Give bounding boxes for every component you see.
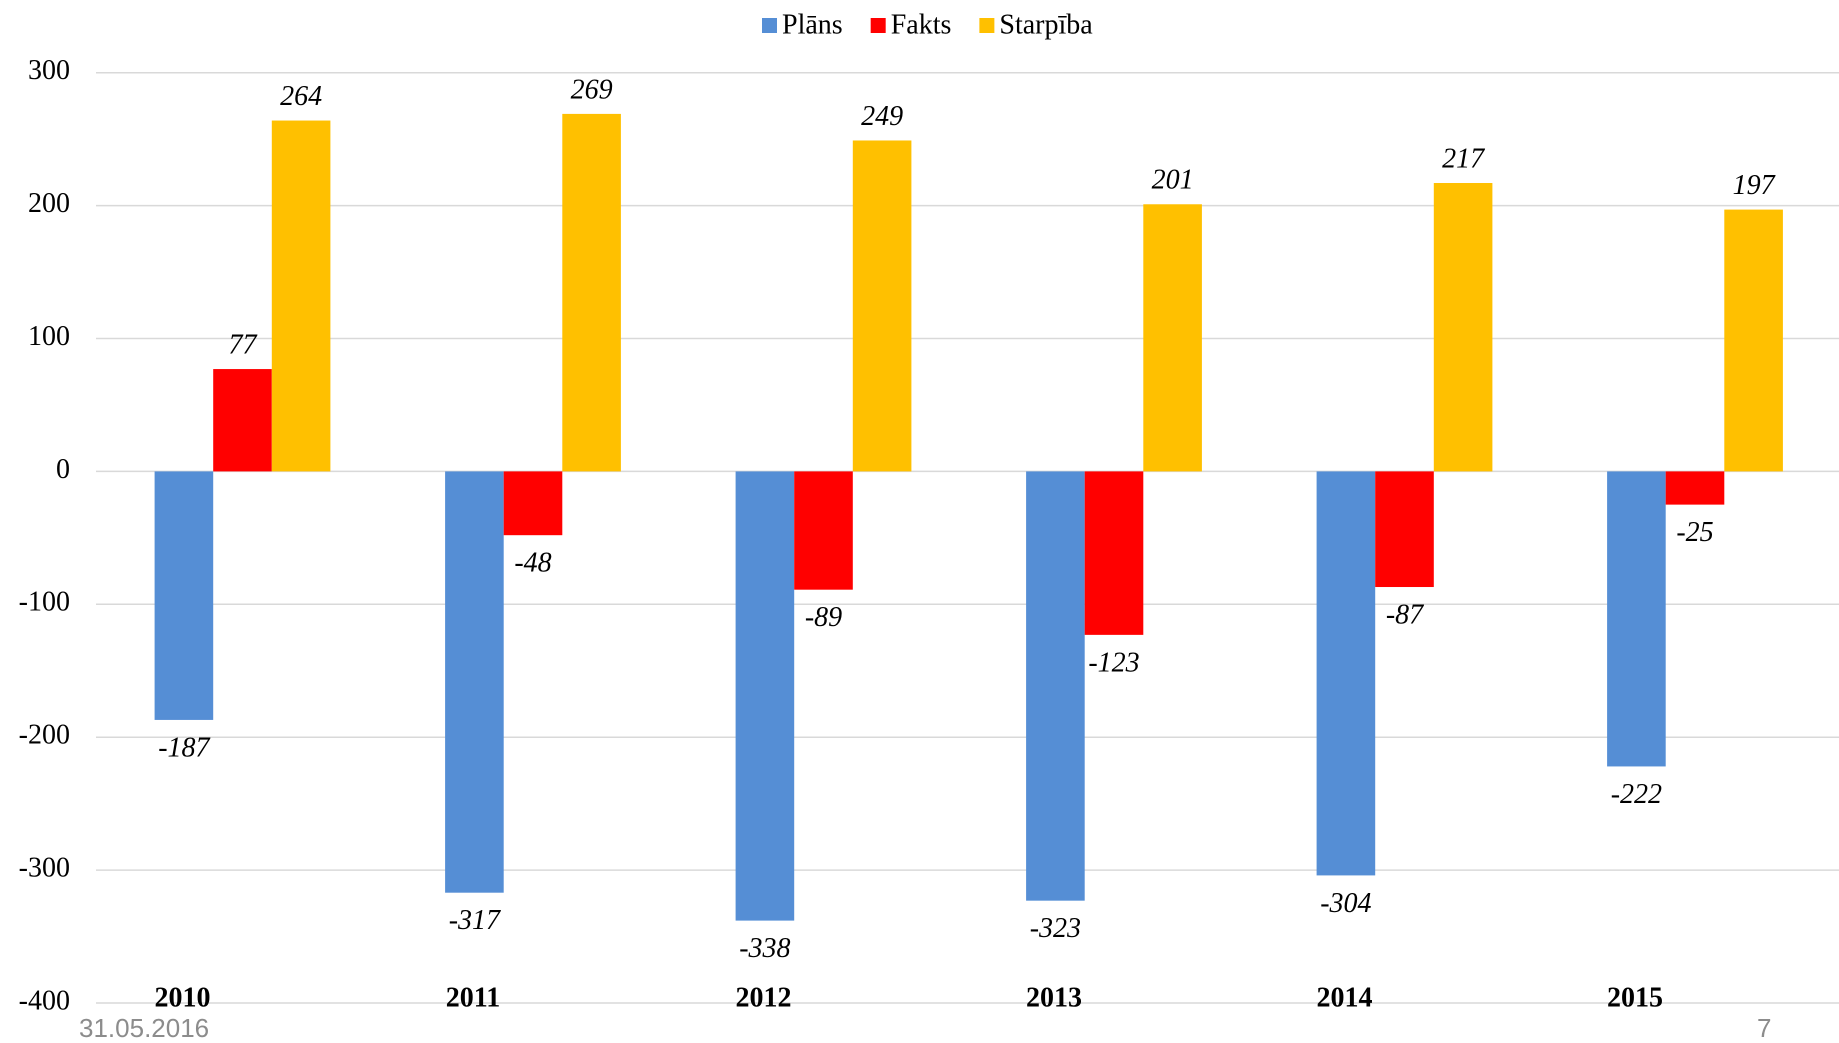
x-tick-label: 2011	[446, 982, 500, 1013]
bar	[1724, 209, 1783, 472]
value-label: 77	[229, 329, 258, 360]
bar	[852, 140, 912, 472]
x-tick-label: 2015	[1607, 982, 1663, 1013]
value-label: -317	[449, 905, 501, 936]
value-label: -25	[1676, 517, 1713, 548]
legend-label: Starpība	[999, 9, 1093, 40]
bar	[503, 471, 563, 536]
y-tick-label: 300	[28, 55, 70, 86]
value-label: -89	[805, 602, 842, 633]
footer-date: 31.05.2016	[79, 1013, 209, 1043]
bar	[1375, 471, 1434, 588]
value-label: 197	[1733, 170, 1776, 201]
value-label: 217	[1442, 143, 1485, 174]
value-label: -304	[1320, 888, 1371, 919]
value-label: 264	[280, 81, 322, 112]
bar	[794, 471, 853, 590]
bar	[154, 471, 214, 720]
x-tick-label: 2014	[1317, 982, 1373, 1013]
y-tick-label: 0	[56, 454, 70, 485]
bar	[1316, 471, 1376, 876]
value-label: -222	[1611, 779, 1662, 810]
y-tick-label: -100	[19, 587, 70, 618]
value-label: 201	[1152, 165, 1194, 196]
bar	[445, 471, 504, 893]
footer-page: 7	[1757, 1013, 1771, 1043]
value-label: -48	[514, 548, 551, 579]
y-tick-label: -300	[19, 853, 70, 884]
y-tick-label: 200	[28, 188, 70, 219]
bar	[271, 120, 331, 472]
bar	[1084, 471, 1144, 635]
legend-swatch	[762, 18, 777, 33]
bar	[735, 471, 795, 921]
bar	[1607, 471, 1666, 767]
value-label: -338	[739, 933, 790, 964]
y-tick-label: -200	[19, 720, 70, 751]
legend-label: Fakts	[891, 9, 952, 40]
x-tick-label: 2013	[1026, 982, 1082, 1013]
legend-swatch	[979, 18, 995, 33]
legend-swatch	[870, 18, 886, 33]
legend-label: Plāns	[782, 9, 843, 40]
value-label: -123	[1088, 647, 1139, 678]
bar	[562, 113, 621, 472]
value-label: -323	[1030, 913, 1081, 944]
value-label: 269	[571, 74, 613, 105]
x-tick-label: 2010	[155, 982, 211, 1013]
bar	[1433, 183, 1493, 472]
bar	[213, 369, 272, 472]
value-label: -87	[1386, 599, 1424, 630]
bar	[1143, 204, 1202, 472]
bar	[1665, 471, 1725, 505]
value-label: 249	[861, 101, 903, 132]
y-tick-label: -400	[19, 985, 70, 1016]
bar	[1026, 471, 1085, 901]
x-tick-label: 2012	[736, 982, 792, 1013]
value-label: -187	[158, 732, 210, 763]
y-tick-label: 100	[28, 321, 70, 352]
